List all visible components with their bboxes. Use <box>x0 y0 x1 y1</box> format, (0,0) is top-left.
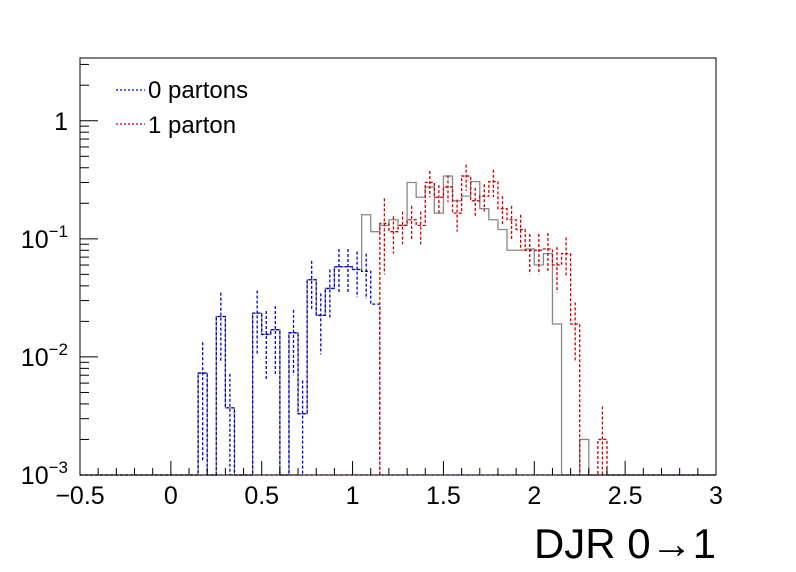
x-tick-label: 1.5 <box>426 482 461 510</box>
legend-label-1-parton: 1 parton <box>148 112 236 139</box>
legend-label-0-partons: 0 partons <box>148 77 248 104</box>
x-tick-label: 2.5 <box>608 482 643 510</box>
y-tick-label: 10−2 <box>21 340 68 372</box>
y-tick-label: 1 <box>54 108 68 136</box>
series-0-partons <box>80 249 716 476</box>
histogram-line-0-partons <box>80 266 716 476</box>
x-tick-label: 2 <box>527 482 541 510</box>
y-tick-label: 10−1 <box>21 222 68 254</box>
x-tick-label: 1 <box>346 482 360 510</box>
x-tick-label: 0.5 <box>244 482 279 510</box>
x-tick-label: 0 <box>164 482 178 510</box>
x-axis-label: DJR 0→1 <box>534 520 716 567</box>
axes-layer: −0.5 0 0.5 1 1.5 2 2.5 3 10−3 10−2 10−1 1 <box>21 63 723 510</box>
y-tick-label: 10−3 <box>21 458 68 490</box>
x-tick-label: −0.5 <box>55 482 104 510</box>
plot-frame <box>79 57 717 476</box>
legend: 0 partons 1 parton <box>116 77 248 139</box>
x-tick-label: 3 <box>709 482 723 510</box>
